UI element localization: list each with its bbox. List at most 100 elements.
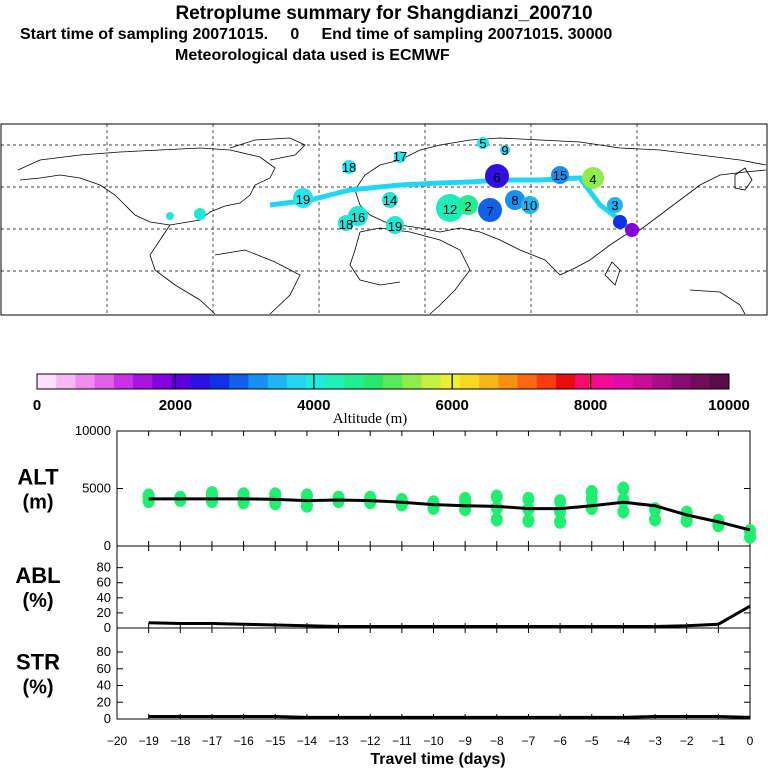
- plume-dot: [386, 216, 404, 234]
- altitude-dot: [490, 512, 503, 527]
- altitude-dot: [490, 489, 503, 504]
- colorbar-swatch: [517, 374, 538, 389]
- plume-dot: [607, 197, 623, 213]
- y-tick-label: 0: [104, 711, 111, 726]
- eurasia-north-coast: [354, 137, 767, 191]
- plume-day-label: 15: [553, 168, 567, 183]
- y-tick-label: 80: [97, 644, 111, 659]
- colorbar-swatch: [267, 374, 288, 389]
- plume-day-label: 6: [493, 170, 500, 185]
- str-series-line: [148, 714, 751, 719]
- central-america-coast: [149, 224, 216, 315]
- x-tick-label: −15: [265, 734, 286, 748]
- plume-dot: [166, 212, 174, 220]
- x-tick-label: −11: [392, 734, 412, 748]
- plume-dot: [582, 167, 604, 189]
- colorbar-label: Altitude (m): [333, 411, 408, 427]
- x-tick-label: −13: [328, 734, 349, 748]
- panel-ylabel: STR: [16, 650, 60, 675]
- colorbar-tick-label: 6000: [436, 397, 469, 414]
- colorbar-swatch: [190, 374, 211, 389]
- colorbar-swatch: [402, 374, 422, 389]
- y-tick-label: 40: [97, 678, 111, 693]
- panel-alt: 10000 5000 0 ALT(m): [17, 423, 756, 553]
- altitude-dot: [522, 513, 535, 528]
- plume-dot: [613, 215, 627, 229]
- colorbar-swatch: [248, 374, 269, 389]
- x-tick-label: −1: [712, 734, 726, 748]
- altitude-dot: [364, 490, 377, 505]
- colorbar-frame: [36, 373, 730, 390]
- colorbar-swatch: [171, 374, 192, 389]
- y-tick-label: 0: [104, 620, 111, 635]
- colorbar-swatch: [94, 374, 115, 389]
- colorbar-swatch: [479, 374, 499, 389]
- altitude-dot: [617, 481, 630, 496]
- colorbar-swatch: [113, 374, 134, 389]
- x-tick-label: −6: [553, 734, 567, 748]
- sampling-time-line: Start time of sampling 20071015. 0 End t…: [20, 26, 613, 43]
- altitude-dot: [617, 504, 630, 519]
- panel-ylabel: ALT: [17, 465, 59, 490]
- x-tick-label: −4: [617, 734, 631, 748]
- plume-dot: [485, 164, 509, 188]
- panel-frame: [116, 627, 751, 720]
- greenland-coast: [229, 137, 306, 161]
- colorbar-swatch: [325, 374, 346, 389]
- x-tick-label: −3: [648, 734, 662, 748]
- plume-day-label: 17: [393, 149, 407, 164]
- colorbar-tick-label: 0: [33, 397, 41, 414]
- altitude-dot: [744, 524, 756, 539]
- colorbar-swatch: [440, 374, 461, 389]
- panel-frame: [116, 545, 751, 629]
- altitude-dot: [649, 512, 662, 527]
- altitude-dot: [332, 490, 345, 505]
- x-tick-label: 0: [747, 734, 754, 748]
- x-tick-label: −20: [107, 734, 128, 748]
- colorbar-swatch: [152, 374, 173, 389]
- altitude-dot: [395, 493, 408, 507]
- chart-title: Retroplume summary for Shangdianzi_20071…: [175, 3, 593, 24]
- plume-dot: [338, 215, 354, 231]
- plume-dot: [500, 145, 510, 155]
- x-tick-label: −10: [423, 734, 444, 748]
- plume-dot: [394, 151, 406, 163]
- plume-day-label: 12: [443, 202, 457, 217]
- plume-day-label: 4: [589, 172, 596, 187]
- colorbar-swatch: [498, 374, 519, 389]
- altitude-dot: [554, 494, 567, 509]
- colorbar-swatch: [37, 374, 57, 389]
- colorbar-swatch: [671, 374, 692, 389]
- japan-coast: [734, 167, 753, 191]
- x-axis-label: Travel time (days): [370, 751, 505, 768]
- altitude-dot: [427, 495, 440, 510]
- colorbar-swatch: [652, 374, 672, 389]
- colorbar-swatch: [459, 374, 480, 389]
- x-tick-label: −7: [522, 734, 536, 748]
- plume-day-label: 18: [342, 160, 356, 175]
- x-tick-label: −5: [585, 734, 599, 748]
- colorbar-swatch: [421, 374, 442, 389]
- colorbar-tick-label: 10000: [708, 397, 750, 414]
- colorbar-tick-label: 4000: [297, 397, 330, 414]
- colorbar-swatch: [363, 374, 384, 389]
- altitude-dot: [522, 491, 535, 506]
- plume-dot: [505, 190, 525, 210]
- x-tick-label: −14: [297, 734, 318, 748]
- colorbar-swatch: [575, 374, 595, 389]
- plume-path: [269, 175, 632, 232]
- y-tick-label: 80: [97, 560, 111, 575]
- met-data-line: Meteorological data used is ECMWF: [175, 47, 450, 64]
- colorbar-swatch: [229, 374, 249, 389]
- altitude-dot: [554, 514, 567, 529]
- altitude-dot: [205, 486, 218, 501]
- colorbar-swatch: [383, 374, 403, 389]
- panel-ylabel-unit: (m): [22, 492, 53, 514]
- plume-dot: [625, 223, 639, 237]
- india-coast: [604, 261, 621, 286]
- colorbar-swatch: [133, 374, 153, 389]
